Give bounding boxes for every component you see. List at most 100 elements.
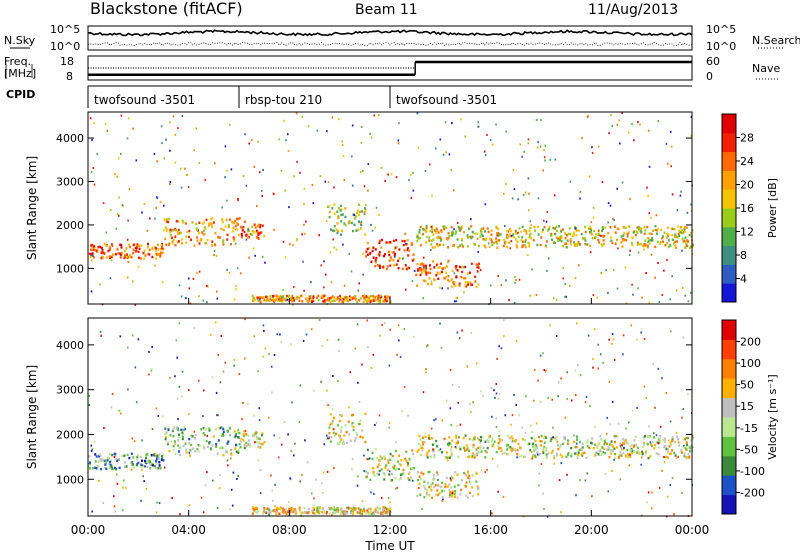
echo-cell-6 bbox=[589, 227, 592, 231]
scatter-echo bbox=[666, 259, 668, 261]
scatter-echo bbox=[253, 414, 255, 417]
echo-cell-1 bbox=[238, 217, 241, 220]
scatter-echo bbox=[389, 328, 391, 331]
scatter-echo bbox=[145, 487, 148, 490]
echo-cell-5 bbox=[459, 493, 462, 496]
scatter-echo bbox=[648, 165, 651, 168]
scatter-echo bbox=[463, 266, 465, 269]
scatter-echo bbox=[348, 406, 350, 409]
scatter-echo bbox=[90, 450, 93, 452]
scatter-echo bbox=[566, 473, 568, 476]
scatter-echo bbox=[608, 338, 610, 341]
echo-cell-4 bbox=[394, 252, 397, 256]
echo-cell-4 bbox=[371, 457, 374, 461]
scatter-echo bbox=[258, 407, 261, 410]
scatter-echo bbox=[505, 130, 507, 133]
echo-cell-7 bbox=[282, 508, 285, 512]
scatter-echo bbox=[629, 453, 631, 456]
scatter-echo bbox=[273, 354, 276, 356]
echo-cell-5 bbox=[432, 260, 435, 263]
echo-cell-7 bbox=[311, 509, 314, 512]
echo-cell-6 bbox=[684, 236, 687, 239]
echo-cell-7 bbox=[276, 295, 279, 299]
echo-cell-1 bbox=[172, 435, 175, 438]
echo-cell-1 bbox=[170, 236, 173, 240]
scatter-echo bbox=[623, 446, 625, 449]
echo-cell-6 bbox=[674, 244, 677, 247]
echo-cell-5 bbox=[420, 262, 423, 265]
echo-cell-6 bbox=[505, 444, 508, 447]
scatter-echo bbox=[619, 142, 621, 145]
echo-cell-6 bbox=[416, 240, 419, 243]
echo-cell-7 bbox=[251, 294, 254, 298]
echo-cell-0 bbox=[132, 456, 135, 459]
echo-cell-6 bbox=[417, 448, 420, 451]
scatter-echo bbox=[505, 183, 507, 185]
echo-cell-6 bbox=[432, 238, 435, 241]
echo-cell-1 bbox=[212, 221, 215, 224]
echo-cell-3 bbox=[342, 440, 345, 443]
echo-cell-3 bbox=[330, 422, 333, 425]
echo-cell-0 bbox=[100, 251, 103, 254]
scatter-echo bbox=[471, 474, 474, 477]
scatter-echo bbox=[574, 277, 577, 280]
echo-cell-6 bbox=[624, 454, 627, 457]
echo-cell-6 bbox=[668, 452, 671, 456]
echo-cell-0 bbox=[162, 459, 165, 462]
echo-cell-5 bbox=[424, 279, 427, 283]
echo-cell-4 bbox=[412, 253, 415, 256]
echo-cell-6 bbox=[516, 240, 519, 244]
echo-cell-5 bbox=[438, 272, 441, 275]
echo-cell-1 bbox=[208, 429, 211, 432]
echo-cell-6 bbox=[651, 444, 653, 447]
scatter-echo bbox=[218, 487, 221, 490]
echo-cell-6 bbox=[568, 227, 571, 230]
echo-cell-6 bbox=[457, 455, 460, 459]
echo-cell-6 bbox=[540, 236, 543, 239]
echo-cell-5 bbox=[425, 267, 428, 270]
echo-cell-6 bbox=[450, 453, 453, 457]
echo-cell-4 bbox=[402, 244, 405, 247]
echo-cell-6 bbox=[539, 440, 542, 443]
echo-cell-7 bbox=[308, 299, 311, 302]
echo-cell-6 bbox=[607, 231, 610, 235]
scatter-echo bbox=[518, 278, 521, 281]
echo-cell-6 bbox=[506, 233, 509, 237]
echo-cell-6 bbox=[468, 437, 471, 441]
colorbar-swatch-9 bbox=[722, 114, 736, 134]
echo-cell-6 bbox=[498, 439, 501, 443]
echo-cell-2 bbox=[259, 231, 262, 234]
echo-cell-3 bbox=[329, 228, 332, 231]
echo-cell-1 bbox=[203, 445, 205, 448]
echo-cell-6 bbox=[586, 441, 589, 444]
echo-cell-6 bbox=[654, 444, 656, 447]
scatter-echo bbox=[643, 338, 646, 340]
scatter-echo bbox=[322, 491, 324, 494]
scatter-echo bbox=[670, 145, 673, 148]
scatter-echo bbox=[206, 301, 208, 304]
echo-cell-0 bbox=[155, 460, 158, 463]
scatter-echo bbox=[611, 470, 613, 472]
echo-cell-7 bbox=[310, 300, 313, 303]
scatter-echo bbox=[357, 381, 359, 384]
echo-cell-1 bbox=[169, 228, 172, 231]
echo-cell-6 bbox=[492, 443, 495, 446]
scatter-echo bbox=[306, 461, 309, 464]
echo-cell-6 bbox=[437, 449, 440, 452]
scatter-echo bbox=[456, 331, 459, 334]
echo-cell-4 bbox=[378, 251, 381, 254]
echo-cell-6 bbox=[671, 436, 674, 439]
echo-cell-5 bbox=[448, 483, 451, 486]
echo-cell-6 bbox=[419, 438, 422, 441]
scatter-echo bbox=[538, 484, 540, 487]
echo-cell-1 bbox=[225, 218, 228, 222]
echo-cell-1 bbox=[178, 232, 181, 235]
scatter-echo bbox=[453, 300, 456, 303]
scatter-echo bbox=[646, 186, 648, 189]
echo-cell-4 bbox=[385, 241, 388, 244]
scatter-echo bbox=[607, 490, 610, 493]
echo-cell-5 bbox=[476, 266, 479, 269]
echo-cell-7 bbox=[251, 512, 254, 516]
echo-cell-2 bbox=[241, 227, 244, 230]
scatter-echo bbox=[188, 389, 190, 392]
